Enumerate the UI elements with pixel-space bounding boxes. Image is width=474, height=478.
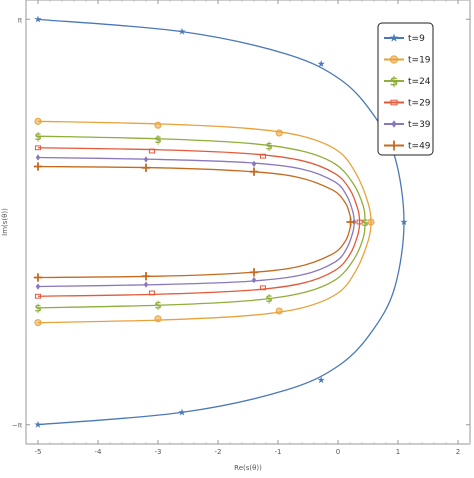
dollar-marker: $ <box>390 75 398 89</box>
dollar-marker: $ <box>34 131 41 143</box>
x-tick-label: -4 <box>95 448 103 456</box>
x-tick-label: -3 <box>155 448 162 456</box>
circle-marker <box>367 218 375 226</box>
y-tick-label: −π <box>12 422 23 430</box>
circle-marker <box>154 315 162 323</box>
axis-ticks: -5 -4 -3 -2 -1 0 1 2 π −π <box>12 0 471 456</box>
series-line <box>37 135 366 309</box>
circle-marker <box>275 307 283 315</box>
square-marker <box>259 285 267 291</box>
series-line <box>37 147 361 297</box>
legend-box <box>377 22 434 156</box>
series-t-19 <box>34 117 375 327</box>
series-t-39 <box>35 154 357 290</box>
plus-marker <box>249 268 259 277</box>
plot-frame <box>25 0 471 445</box>
x-tick-label: 1 <box>396 448 400 456</box>
star-marker <box>389 33 399 42</box>
dollar-marker: $ <box>154 134 161 146</box>
star-marker <box>317 376 325 384</box>
x-tick-label: -1 <box>275 448 282 456</box>
x-tick-label: 2 <box>456 448 460 456</box>
square-marker <box>34 293 42 299</box>
plus-marker <box>346 217 355 227</box>
square-marker <box>148 148 156 154</box>
diamond-marker <box>35 154 41 161</box>
diamond-marker <box>391 120 397 128</box>
legend-item: $ t=24 <box>384 75 431 89</box>
legend-item: t=19 <box>384 55 431 66</box>
x-axis-title: Re(s(θ)) <box>234 464 262 472</box>
circle-marker <box>34 319 42 327</box>
series-line <box>37 165 352 279</box>
plus-marker <box>141 163 151 172</box>
plus-marker <box>249 167 259 176</box>
star-marker <box>178 27 186 35</box>
square-marker <box>356 219 363 225</box>
y-tick-label: π <box>18 16 23 24</box>
x-tick-label: -2 <box>215 448 222 456</box>
dollar-marker: $ <box>265 293 272 305</box>
star-marker <box>400 218 408 226</box>
square-marker <box>34 145 42 151</box>
x-tick-label: 0 <box>336 448 340 456</box>
legend-label: t=49 <box>408 142 431 152</box>
circle-marker <box>275 129 283 137</box>
circle-marker <box>154 121 162 129</box>
dollar-marker: $ <box>265 141 272 153</box>
legend-label: t=24 <box>408 77 431 87</box>
square-marker <box>259 153 267 159</box>
circle-marker <box>389 55 399 64</box>
series-group: $ $ $ $ $ $ $ <box>33 15 408 428</box>
series-line <box>37 156 355 288</box>
legend: t=9 t=19 $ t=24 t=29 t=39 t=49 <box>377 22 434 156</box>
series-t-9 <box>34 15 408 428</box>
y-axis-title: Im(s(θ)) <box>1 208 9 236</box>
legend-item: t=49 <box>384 140 431 152</box>
diamond-marker <box>251 160 257 168</box>
diamond-marker <box>143 281 149 288</box>
x-tick-label: -5 <box>35 448 42 456</box>
diamond-marker <box>251 276 257 284</box>
dollar-marker: $ <box>361 217 368 229</box>
star-marker <box>34 420 42 428</box>
square-marker <box>390 99 398 106</box>
star-marker <box>178 408 186 416</box>
legend-label: t=29 <box>408 99 431 109</box>
dollar-marker: $ <box>154 299 161 311</box>
dollar-marker: $ <box>34 303 41 315</box>
series-t-29 <box>34 145 363 299</box>
legend-item: t=9 <box>384 33 425 44</box>
plus-marker <box>33 273 43 282</box>
legend-label: t=19 <box>408 56 431 66</box>
series-t-49 <box>33 162 355 282</box>
legend-item: t=29 <box>384 99 431 109</box>
plus-marker <box>141 272 151 281</box>
star-marker <box>34 15 42 23</box>
legend-item: t=39 <box>384 120 431 130</box>
plus-marker <box>33 162 43 171</box>
legend-label: t=9 <box>408 34 425 44</box>
circle-marker <box>34 117 42 125</box>
diamond-marker <box>143 156 149 163</box>
series-t-24: $ $ $ $ $ $ $ <box>34 131 368 315</box>
star-marker <box>317 60 325 67</box>
plus-marker <box>389 140 399 151</box>
square-marker <box>148 290 156 296</box>
legend-label: t=39 <box>408 120 431 130</box>
diamond-marker <box>35 283 41 290</box>
